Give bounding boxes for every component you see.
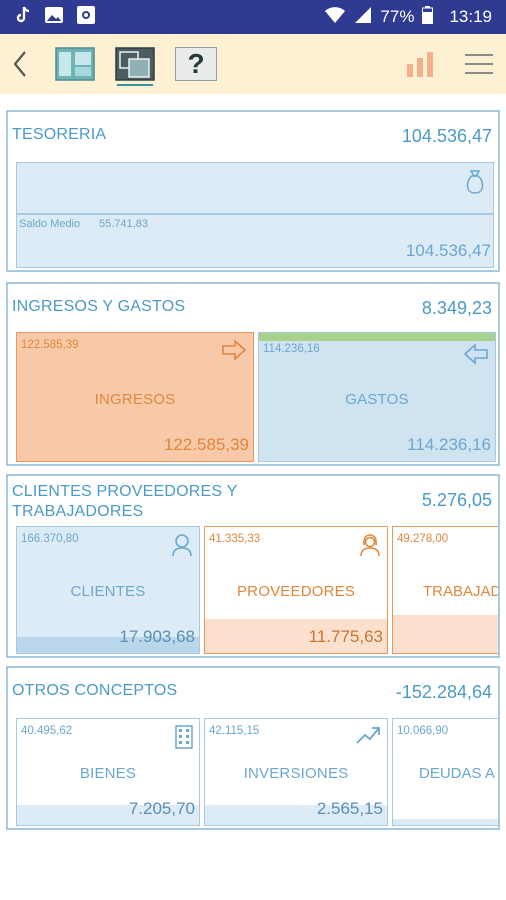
- clock: 13:19: [449, 7, 492, 26]
- arrow-left-icon: [463, 343, 489, 370]
- proveedores-fill: [205, 619, 387, 653]
- wifi-icon: [324, 6, 346, 29]
- panels-icon: [55, 47, 95, 81]
- photo-settings-icon: [76, 5, 96, 30]
- ingresos-label: INGRESOS: [94, 391, 176, 408]
- ingresos-value: 122.585,39: [163, 435, 249, 454]
- proveedores-value: 11.775,63: [308, 627, 383, 646]
- tesoreria-tile[interactable]: Saldo Medio 55.741,83 104.536,47: [16, 162, 494, 268]
- gastos-label: GASTOS: [345, 391, 409, 408]
- gastos-tile[interactable]: 114.236,16 GASTOS 114.236,16: [258, 332, 496, 462]
- gastos-small-value: 114.236,16: [263, 343, 320, 355]
- woman-icon: [359, 533, 381, 562]
- ingresos-gastos-card[interactable]: INGRESOS Y GASTOS 8.349,23 122.585,39 IN…: [6, 282, 500, 466]
- gastos-value: 114.236,16: [407, 435, 491, 454]
- otros-title: OTROS CONCEPTOS: [12, 682, 178, 699]
- saldo-medio-line: [17, 213, 493, 215]
- clientes-value: 17.903,68: [119, 627, 195, 646]
- gastos-top-bar: [259, 333, 495, 341]
- building-icon: [175, 725, 193, 754]
- tiktok-icon: [14, 5, 32, 30]
- clientes-fill: [17, 637, 199, 653]
- toolbar: ?: [0, 34, 506, 94]
- bienes-value: 7.205,70: [128, 799, 195, 818]
- trabajadores-small-value: 49.278,00: [397, 533, 449, 545]
- otros-card[interactable]: OTROS CONCEPTOS -152.284,64 40.495,62 BI…: [6, 666, 500, 830]
- status-bar: 77% 13:19: [0, 0, 506, 34]
- trending-up-icon: [355, 725, 381, 750]
- person-icon: [171, 533, 193, 562]
- trabajadores-tile[interactable]: 49.278,00 TRABAJADORES: [392, 526, 498, 654]
- deudas-fill: [393, 819, 498, 825]
- gallery-icon: [44, 6, 64, 29]
- cpt-title: CLIENTES PROVEEDORES Y TRABAJADORES: [12, 482, 238, 522]
- saldo-medio-value: 55.741,83: [99, 218, 148, 230]
- ingresos-small-value: 122.585,39: [21, 339, 79, 351]
- overlap-windows-icon: [115, 47, 155, 86]
- inversiones-tile[interactable]: 42.115,15 INVERSIONES 2.565,15: [204, 718, 388, 826]
- hamburger-menu-icon: [465, 54, 493, 74]
- cpt-total: 5.276,05: [421, 490, 492, 510]
- help-label: ?: [175, 47, 217, 81]
- proveedores-tile[interactable]: 41.335,33 PROVEEDORES 11.775,63: [204, 526, 388, 654]
- ingresos-tile[interactable]: 122.585,39 INGRESOS 122.585,39: [16, 332, 254, 462]
- cpt-title-line2: TRABAJADORES: [12, 503, 144, 520]
- menu-button[interactable]: [462, 48, 496, 80]
- proveedores-small-value: 41.335,33: [209, 533, 261, 545]
- battery-icon: [422, 5, 434, 29]
- bienes-tile[interactable]: 40.495,62 BIENES 7.205,70: [16, 718, 200, 826]
- chevron-left-icon: [13, 51, 26, 77]
- deudas-label: DEUDAS A: [419, 765, 495, 782]
- tesoreria-total: 104.536,47: [401, 126, 492, 146]
- clientes-tile[interactable]: 166.370,80 CLIENTES 17.903,68: [16, 526, 200, 654]
- tesoreria-value: 104.536,47: [405, 241, 491, 260]
- bienes-fill: [17, 805, 199, 825]
- cpt-title-line1: CLIENTES PROVEEDORES Y: [12, 483, 238, 500]
- help-button[interactable]: ?: [174, 46, 218, 82]
- deudas-tile[interactable]: 10.066,90 DEUDAS A: [392, 718, 498, 826]
- deudas-small-value: 10.066,90: [397, 725, 449, 737]
- signal-icon: [354, 6, 372, 29]
- clientes-small-value: 166.370,80: [21, 533, 79, 545]
- bienes-label: BIENES: [79, 765, 137, 782]
- inversiones-label: INVERSIONES: [243, 765, 349, 782]
- ingresos-gastos-total: 8.349,23: [421, 298, 492, 318]
- chart-button[interactable]: [404, 48, 436, 80]
- inversiones-value: 2.565,15: [316, 799, 383, 818]
- layout-windows-button[interactable]: [114, 46, 156, 88]
- trabajadores-label: TRABAJADORES: [423, 583, 498, 600]
- inversiones-fill: [205, 805, 387, 825]
- bar-chart-icon: [407, 52, 433, 77]
- proveedores-label: PROVEEDORES: [236, 583, 356, 600]
- tesoreria-title: TESORERIA: [12, 126, 107, 143]
- ingresos-gastos-title: INGRESOS Y GASTOS: [12, 298, 186, 315]
- saldo-medio-label: Saldo Medio: [19, 218, 81, 230]
- battery-percent: 77%: [380, 7, 415, 26]
- bienes-small-value: 40.495,62: [21, 725, 73, 737]
- cpt-card[interactable]: CLIENTES PROVEEDORES Y TRABAJADORES 5.27…: [6, 474, 500, 658]
- tesoreria-card[interactable]: TESORERIA 104.536,47 Saldo Medio 55.741,…: [6, 110, 500, 272]
- arrow-right-icon: [221, 339, 247, 366]
- inversiones-small-value: 42.115,15: [209, 725, 260, 737]
- back-button[interactable]: [6, 46, 34, 82]
- clientes-label: CLIENTES: [70, 583, 146, 600]
- otros-total: -152.284,64: [395, 682, 492, 702]
- trabajadores-fill: [393, 615, 498, 653]
- money-bag-icon: [463, 169, 487, 200]
- layout-panels-button[interactable]: [54, 46, 96, 82]
